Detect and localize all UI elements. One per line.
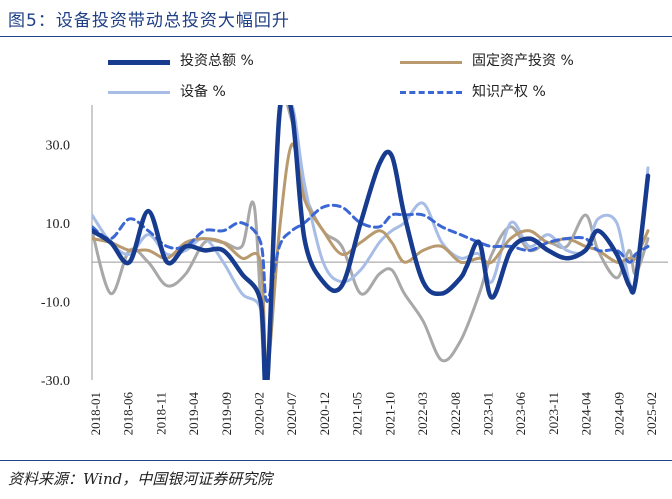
x-tick-label: 2021-10 <box>382 392 397 435</box>
y-tick-label: 30.0 <box>46 138 71 153</box>
x-tick-label: 2023-01 <box>480 392 495 435</box>
legend-swatch-fixed-asset <box>400 61 462 64</box>
x-tick-label: 2021-05 <box>350 392 365 435</box>
x-tick-label: 2024-04 <box>579 392 594 436</box>
legend-label-total: 投资总额 % <box>180 53 254 69</box>
legend-label-fixed-asset: 固定资产投资 % <box>472 53 574 69</box>
legend-swatch-ip <box>400 91 462 94</box>
y-tick-label: -10.0 <box>41 295 70 310</box>
y-tick-label: 10.0 <box>46 217 71 232</box>
x-tick-label: 2022-03 <box>415 392 430 435</box>
legend-swatch-equipment <box>108 91 170 94</box>
x-tick-label: 2019-09 <box>219 392 234 435</box>
y-tick-label: -30.0 <box>41 374 70 389</box>
x-tick-label: 2018-01 <box>88 392 103 435</box>
source-note: 资料来源：Wind，中国银河证券研究院 <box>8 470 273 488</box>
x-tick-label: 2018-11 <box>153 392 168 435</box>
page-title: 图5：设备投资带动总投资大幅回升 <box>8 11 290 31</box>
x-tick-label: 2020-02 <box>252 392 267 435</box>
x-tick-label: 2024-09 <box>611 392 626 435</box>
x-tick-label: 2020-07 <box>284 392 299 436</box>
series-line-3 <box>92 105 650 380</box>
x-tick-label: 2022-08 <box>448 392 463 435</box>
x-tick-label: 2019-04 <box>186 392 201 436</box>
legend-swatch-total <box>108 60 170 65</box>
x-tick-label: 2018-06 <box>121 392 136 436</box>
source-divider <box>0 460 672 461</box>
series-line-4 <box>92 203 650 303</box>
series-line-0 <box>92 105 651 380</box>
x-tick-label: 2025-02 <box>644 392 659 435</box>
chart-series <box>92 105 651 380</box>
title-divider <box>0 36 672 37</box>
legend-label-ip: 知识产权 % <box>472 84 546 100</box>
x-tick-label: 2020-12 <box>317 392 332 435</box>
x-tick-label: 2023-11 <box>546 392 561 435</box>
x-tick-label: 2023-06 <box>513 392 528 436</box>
legend-label-equipment: 设备 % <box>180 84 226 100</box>
chart-axes: -30.0 -10.0 10.0 30.0 2018-01 2018-06 2018-11 2… <box>41 105 668 435</box>
